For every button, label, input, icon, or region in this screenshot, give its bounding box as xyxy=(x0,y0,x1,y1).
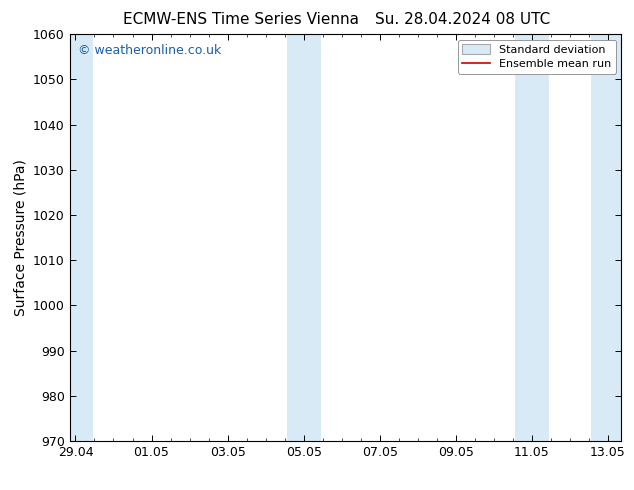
Y-axis label: Surface Pressure (hPa): Surface Pressure (hPa) xyxy=(13,159,27,316)
Bar xyxy=(70,34,93,441)
Text: © weatheronline.co.uk: © weatheronline.co.uk xyxy=(78,45,221,57)
Bar xyxy=(515,34,549,441)
Bar xyxy=(591,34,621,441)
Bar xyxy=(287,34,321,441)
Text: Su. 28.04.2024 08 UTC: Su. 28.04.2024 08 UTC xyxy=(375,12,550,27)
Text: ECMW-ENS Time Series Vienna: ECMW-ENS Time Series Vienna xyxy=(123,12,359,27)
Legend: Standard deviation, Ensemble mean run: Standard deviation, Ensemble mean run xyxy=(458,40,616,74)
